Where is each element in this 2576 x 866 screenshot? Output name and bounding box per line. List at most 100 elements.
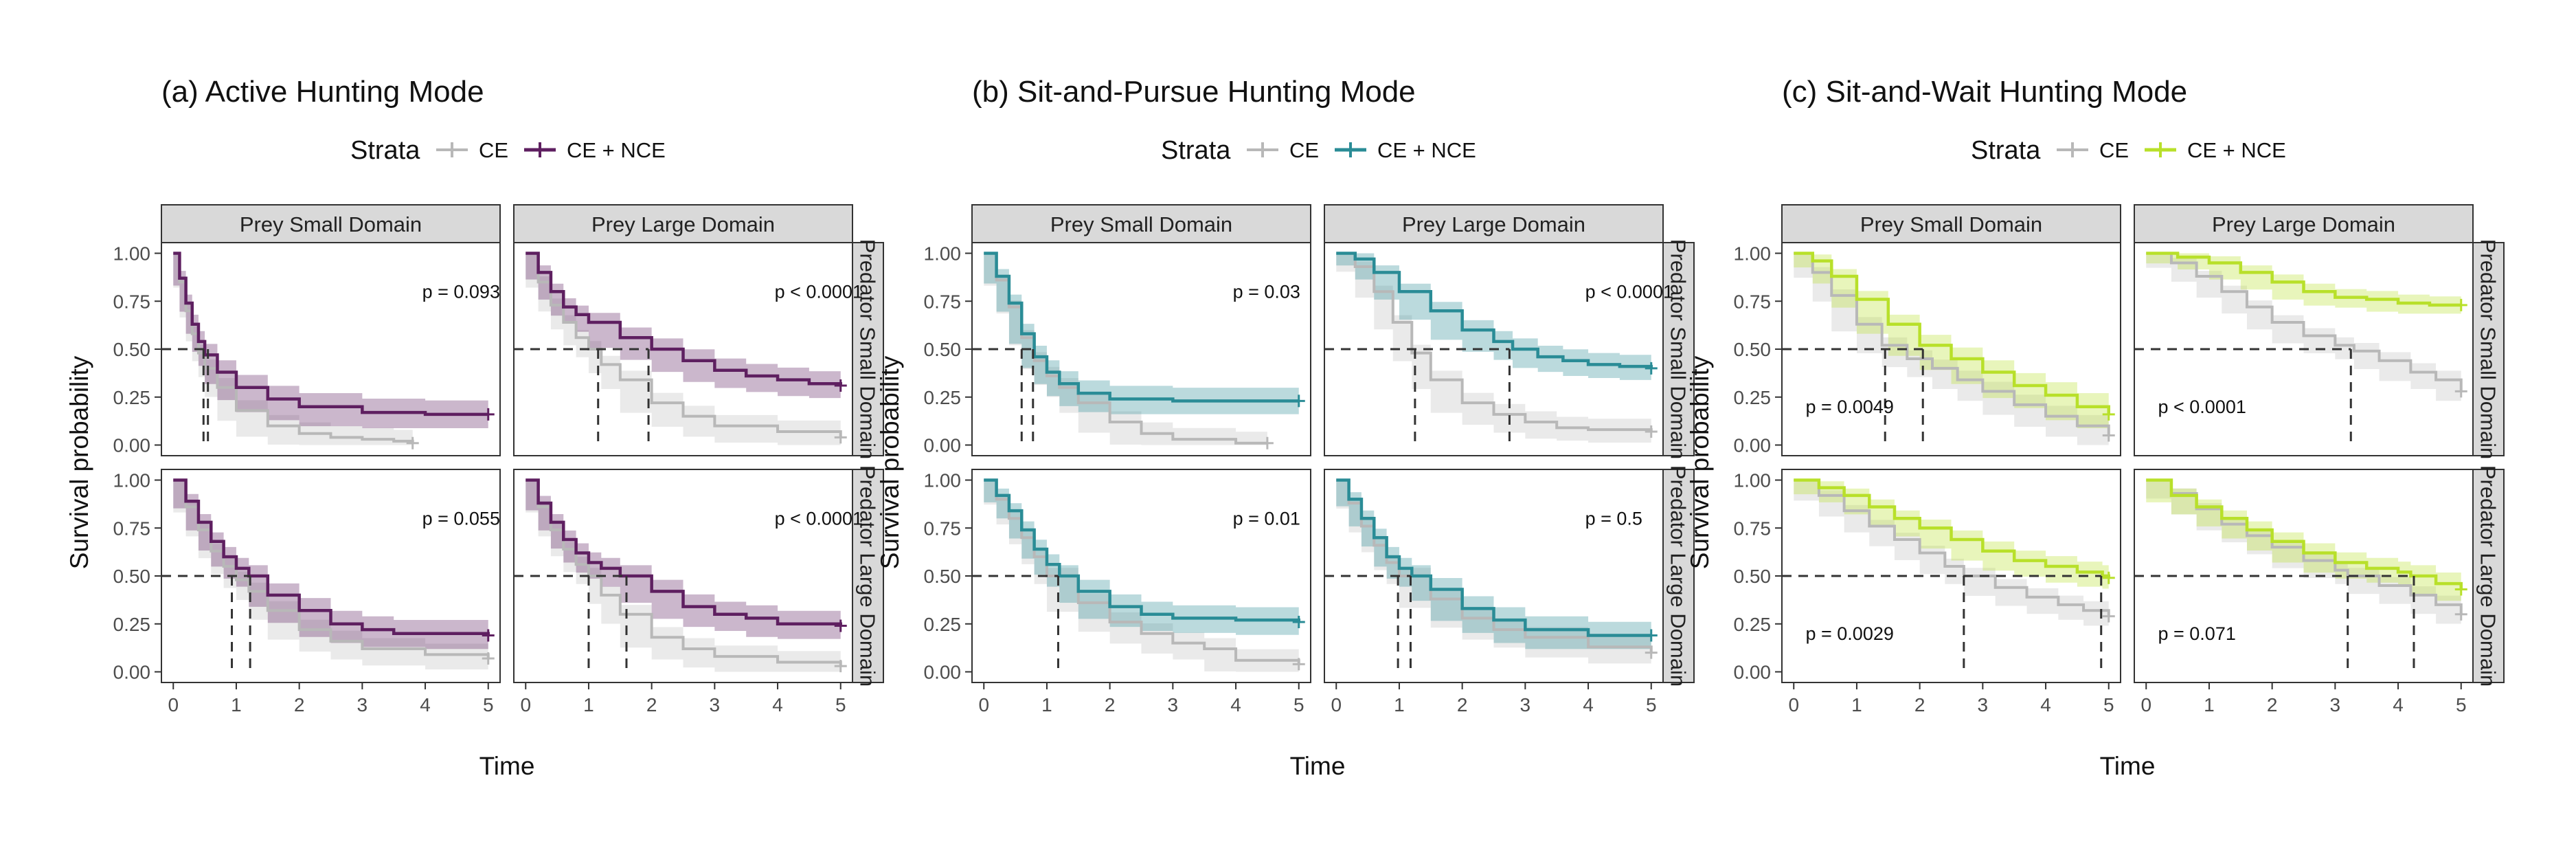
col-strip-label-1: Prey Large Domain [591,212,775,236]
row-strip-label-1: Predator Large Domain [856,465,880,687]
nce-confidence-band [173,480,488,650]
p-value-text: p = 0.5 [1585,509,1642,529]
x-tick-label: 3 [357,694,368,715]
panel-r0-c1: p < 0.0001 [513,242,863,456]
nce-survival-curve [1336,252,1653,368]
ce-survival-curve [526,478,842,667]
y-tick-label: 0.50 [924,339,962,360]
p-value-text: p = 0.0029 [1806,623,1894,644]
y-tick-label: 0.00 [1734,662,1772,683]
col-strip-label-0: Prey Small Domain [1050,212,1232,236]
row-strip-1 [2472,469,2505,683]
panel-border [1324,469,1664,683]
x-tick-label: 0 [520,694,531,715]
x-tick-label: 5 [2456,694,2467,715]
panel-r0-c0: p = 0.093 0.00 0.25 0.50 0.75 1.00 [113,242,501,456]
y-tick-label: 0.25 [924,614,962,635]
y-tick-label: 0.75 [1734,518,1772,539]
row-strip-label-0: Predator Small Domain [2476,239,2500,459]
nce-survival-curve [984,252,1299,403]
legend-label-nce: CE + NCE [1377,138,1476,162]
ce-survival-curve [173,478,490,658]
x-tick-label: 2 [2267,694,2278,715]
ce-survival-curve [1336,252,1653,432]
x-tick-label: 0 [2140,694,2151,715]
y-tick-label: 0.50 [1734,339,1772,360]
nce-survival-curve [173,478,490,636]
panel-border [2134,469,2474,683]
x-tick-label: 0 [1788,694,1799,715]
nce-survival-curve [1336,478,1651,637]
panel-r0-c0: p = 0.0049 0.00 0.25 0.50 0.75 1.00 [1734,242,2121,456]
ce-survival-curve [2146,252,2463,392]
y-axis-label: Survival probability [1686,355,1714,569]
y-tick-label: 1.00 [924,470,962,491]
x-tick-label: 1 [2204,694,2215,715]
nce-confidence-band [526,480,841,639]
x-tick-label: 0 [168,694,179,715]
col-strip-1 [1324,204,1664,243]
x-tick-label: 2 [1457,694,1468,715]
nce-survival-curve [2146,252,2461,307]
x-tick-label: 5 [835,694,846,715]
x-tick-label: 4 [2040,694,2051,715]
y-tick-label: 0.50 [113,339,151,360]
panel-border [2134,242,2474,456]
y-tick-label: 1.00 [1734,243,1772,265]
chart-group-a: (a) Active Hunting Mode Strata CE CE + NCE P… [65,75,884,780]
x-tick-label: 3 [1978,694,1989,715]
x-tick-label: 4 [2393,694,2404,715]
x-tick-label: 5 [2103,694,2114,715]
x-tick-label: 2 [1105,694,1116,715]
row-strip-label-1: Predator Large Domain [2476,465,2500,687]
nce-survival-curve [173,252,488,417]
panel-r0-c1: p < 0.0001 [2134,242,2474,456]
chart-group-b: (b) Sit-and-Pursue Hunting Mode Strata CE C… [876,75,1695,780]
x-tick-label: 3 [1168,694,1179,715]
y-tick-label: 0.50 [1734,566,1772,587]
ce-survival-curve [526,252,842,438]
panel-border [513,242,853,456]
p-value-text: p = 0.01 [1233,509,1300,529]
legend-title: Strata [350,136,420,165]
x-tick-label: 4 [1230,694,1241,715]
y-tick-label: 1.00 [1734,470,1772,491]
p-value-text: p = 0.0049 [1806,397,1894,417]
x-axis-label: Time [2100,752,2156,780]
x-tick-label: 4 [420,694,431,715]
legend: Strata CE CE + NCE [1971,136,2286,165]
x-tick-label: 3 [2330,694,2341,715]
legend-label-nce: CE + NCE [567,138,666,162]
nce-confidence-band [984,253,1299,414]
y-tick-label: 1.00 [924,243,962,265]
x-tick-label: 1 [583,694,594,715]
legend: Strata CE CE + NCE [1161,136,1476,165]
panel-r1-c0: p = 0.055 0.00 0.25 0.50 0.75 1.00 0 1 2 3 4 5 [113,469,501,715]
legend-title: Strata [1161,136,1231,165]
nce-survival-curve [2146,478,2463,590]
panel-border [513,469,853,683]
y-tick-label: 1.00 [113,243,151,265]
p-value-text: p = 0.055 [422,509,500,529]
row-strip-label-0: Predator Small Domain [1667,239,1691,459]
legend-title: Strata [1971,136,2041,165]
ce-survival-curve [2146,478,2463,614]
panel-r1-c1: p = 0.5 0 1 2 3 4 5 [1324,469,1664,715]
nce-survival-curve [526,478,842,626]
x-tick-label: 2 [646,694,657,715]
row-strip-0 [852,242,884,456]
x-tick-label: 1 [231,694,242,715]
chart-title: (b) Sit-and-Pursue Hunting Mode [972,75,1416,109]
nce-confidence-band [173,253,488,429]
col-strip-label-0: Prey Small Domain [1860,212,2042,236]
y-tick-label: 0.00 [924,435,962,456]
p-value-text: p < 0.0001 [775,509,863,529]
y-tick-label: 0.00 [113,435,151,456]
legend-label-ce: CE [479,138,508,162]
chart-title: (c) Sit-and-Wait Hunting Mode [1782,75,2187,109]
nce-confidence-band [1336,253,1651,380]
col-strip-0 [161,204,501,243]
x-tick-label: 5 [1646,694,1657,715]
ce-confidence-band [1794,480,2109,626]
